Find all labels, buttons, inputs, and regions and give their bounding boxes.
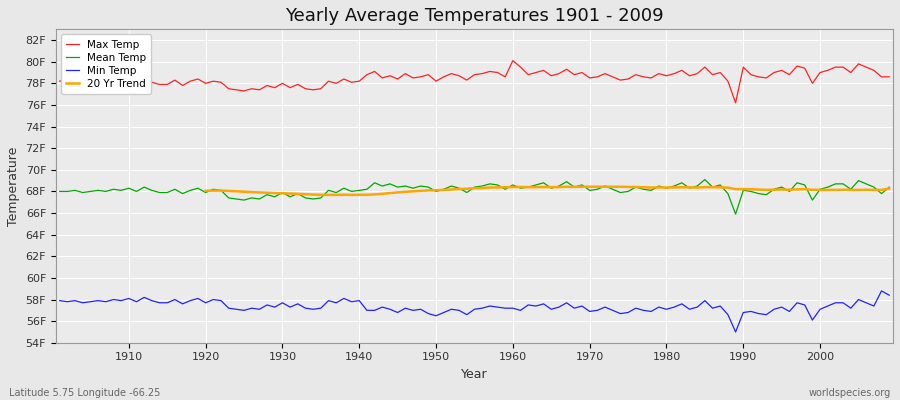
- Max Temp: [608, 74, 618, 79]
- Mean Temp: [730, 212, 741, 216]
- Mean Temp: [116, 188, 127, 193]
- Min Temp: [284, 305, 295, 310]
- Max Temp: [331, 81, 342, 86]
- 20 Yr Trend: [292, 192, 303, 196]
- X-axis label: Year: Year: [461, 368, 488, 381]
- Line: Mean Temp: Mean Temp: [59, 180, 889, 214]
- Max Temp: [116, 78, 127, 82]
- Text: Latitude 5.75 Longitude -66.25: Latitude 5.75 Longitude -66.25: [9, 388, 160, 398]
- Max Temp: [500, 74, 510, 79]
- Y-axis label: Temperature: Temperature: [7, 146, 20, 226]
- Max Temp: [284, 85, 295, 90]
- 20 Yr Trend: [868, 188, 879, 192]
- 20 Yr Trend: [884, 186, 895, 191]
- Max Temp: [730, 100, 741, 105]
- Min Temp: [116, 298, 127, 303]
- Max Temp: [515, 65, 526, 70]
- Mean Temp: [284, 194, 295, 199]
- Min Temp: [884, 293, 895, 298]
- 20 Yr Trend: [692, 185, 703, 190]
- 20 Yr Trend: [784, 187, 795, 192]
- Legend: Max Temp, Mean Temp, Min Temp, 20 Yr Trend: Max Temp, Mean Temp, Min Temp, 20 Yr Tre…: [61, 34, 151, 94]
- 20 Yr Trend: [415, 188, 426, 193]
- Mean Temp: [599, 184, 610, 188]
- Max Temp: [54, 79, 65, 84]
- Min Temp: [599, 305, 610, 310]
- Mean Temp: [331, 190, 342, 195]
- Max Temp: [884, 74, 895, 79]
- Min Temp: [54, 298, 65, 303]
- 20 Yr Trend: [799, 187, 810, 192]
- Mean Temp: [54, 189, 65, 194]
- Line: Min Temp: Min Temp: [59, 291, 889, 332]
- 20 Yr Trend: [584, 184, 595, 189]
- Min Temp: [730, 330, 741, 334]
- Mean Temp: [508, 182, 518, 187]
- Max Temp: [508, 58, 518, 63]
- 20 Yr Trend: [323, 192, 334, 197]
- Mean Temp: [884, 185, 895, 190]
- Mean Temp: [699, 177, 710, 182]
- Min Temp: [876, 288, 886, 293]
- Text: worldspecies.org: worldspecies.org: [809, 388, 891, 398]
- Min Temp: [508, 306, 518, 310]
- Line: Max Temp: Max Temp: [59, 61, 889, 103]
- Min Temp: [331, 300, 342, 305]
- Min Temp: [500, 306, 510, 310]
- Title: Yearly Average Temperatures 1901 - 2009: Yearly Average Temperatures 1901 - 2009: [285, 7, 664, 25]
- Mean Temp: [500, 187, 510, 192]
- Line: 20 Yr Trend: 20 Yr Trend: [205, 187, 889, 195]
- 20 Yr Trend: [200, 188, 211, 193]
